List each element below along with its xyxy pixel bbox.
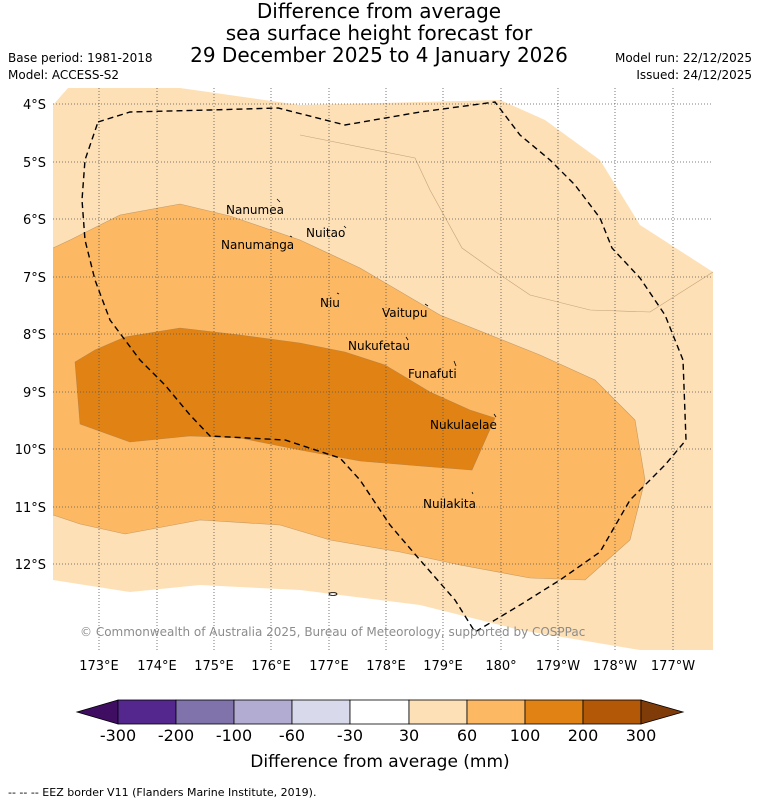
island-fiji-north-shape xyxy=(328,592,338,596)
lon-label: 177°W xyxy=(651,659,695,674)
island-nuilakita-shape xyxy=(471,491,474,495)
place-labels: Nanumea Nuitao Nanumanga Niu Vaitupu Nuk… xyxy=(221,203,497,511)
contour-line-100 xyxy=(74,327,496,471)
lon-label: 180° xyxy=(485,659,516,674)
colorbar-segment xyxy=(349,699,410,725)
island-vaitupu-shape xyxy=(424,303,429,307)
colorbar-segment xyxy=(291,699,351,725)
model-name: Model: ACCESS-S2 xyxy=(8,68,120,82)
contour-100-200 xyxy=(75,328,495,470)
place-nanumanga: Nanumanga xyxy=(221,238,294,252)
lon-labels: 173°E 174°E 175°E 176°E 177°E 178°E 179°… xyxy=(79,659,695,674)
colorbar-segment xyxy=(524,699,584,725)
lon-label: 176°E xyxy=(251,659,291,674)
colorbar-tick: 60 xyxy=(457,726,477,745)
colorbar-tick: -100 xyxy=(216,726,252,745)
colorbar-extend-low xyxy=(75,699,119,725)
island-niu-shape xyxy=(336,292,340,295)
colorbar-segment xyxy=(582,699,642,725)
lon-label: 178°E xyxy=(366,659,406,674)
lon-label: 179°W xyxy=(536,659,580,674)
island-funafuti-shape xyxy=(453,360,457,367)
colorbar-tick: 100 xyxy=(510,726,541,745)
lat-label: 9°S xyxy=(23,386,46,401)
colorbar-label: Difference from average (mm) xyxy=(250,752,509,772)
title-line-1: Difference from average xyxy=(256,0,502,23)
eez-footnote: -- -- -- EEZ border V11 (Flanders Marine… xyxy=(8,786,317,799)
colorbar-segment xyxy=(466,699,526,725)
island-nuitao-shape xyxy=(343,225,347,229)
island-nukufetau-shape xyxy=(405,336,409,341)
colorbar-tick: -30 xyxy=(337,726,363,745)
place-funafuti: Funafuti xyxy=(408,367,457,381)
graticule xyxy=(53,88,713,650)
title-line-3: 29 December 2025 to 4 January 2026 xyxy=(190,43,568,67)
copyright-text: © Commonwealth of Australia 2025, Bureau… xyxy=(80,625,585,639)
islands xyxy=(276,198,497,596)
lon-label: 175°E xyxy=(194,659,234,674)
lat-label: 10°S xyxy=(15,443,46,458)
island-nanumea-shape xyxy=(276,198,281,203)
colorbar-extend-high xyxy=(640,699,685,725)
colorbar-tick: -200 xyxy=(158,726,194,745)
base-period: Base period: 1981-2018 xyxy=(8,51,153,65)
lat-label: 8°S xyxy=(23,328,46,343)
place-nuitao: Nuitao xyxy=(306,226,345,240)
place-nanumea: Nanumea xyxy=(226,203,284,217)
colorbar-tick: 200 xyxy=(568,726,599,745)
lat-label: 7°S xyxy=(23,271,46,286)
lat-label: 11°S xyxy=(15,501,46,516)
lon-label: 173°E xyxy=(79,659,119,674)
model-run: Model run: 22/12/2025 xyxy=(614,51,752,65)
meta-left: Base period: 1981-2018 Model: ACCESS-S2 xyxy=(8,50,153,84)
lat-label: 4°S xyxy=(23,98,46,113)
colorbar-ticks: -300 -200 -100 -60 -30 30 60 100 200 300 xyxy=(100,726,656,745)
lon-label: 174°E xyxy=(137,659,177,674)
colorbar-tick: 300 xyxy=(626,726,657,745)
lat-labels: 4°S 5°S 6°S 7°S 8°S 9°S 10°S 11°S 12°S xyxy=(15,98,46,573)
place-nukulaelae: Nukulaelae xyxy=(430,418,497,432)
colorbar-segment xyxy=(408,699,468,725)
lat-label: 5°S xyxy=(23,156,46,171)
place-niu: Niu xyxy=(320,296,340,310)
colorbar-segment xyxy=(175,699,235,725)
lat-label: 12°S xyxy=(15,558,46,573)
colorbar-tick: -60 xyxy=(279,726,305,745)
contour-line-60 xyxy=(52,203,646,581)
island-nanumanga-shape xyxy=(289,235,293,238)
eez-border xyxy=(81,101,687,633)
lat-label: 6°S xyxy=(23,213,46,228)
contour-line-30 xyxy=(299,134,714,313)
lon-label: 177°E xyxy=(309,659,349,674)
title-line-2: sea surface height forecast for xyxy=(225,21,533,45)
place-nuilakita: Nuilakita xyxy=(423,497,476,511)
place-nukufetau: Nukufetau xyxy=(348,339,410,353)
colorbar-tick: -300 xyxy=(100,726,136,745)
issued-date: Issued: 24/12/2025 xyxy=(636,68,752,82)
colorbar-tick: 30 xyxy=(399,726,419,745)
contour-fills xyxy=(53,88,713,650)
island-nukulaelae-shape xyxy=(493,413,497,418)
chart-title: Difference from average sea surface heig… xyxy=(0,0,758,66)
colorbar-segment xyxy=(233,699,293,725)
colorbar-segment xyxy=(117,699,177,725)
lon-label: 179°E xyxy=(423,659,463,674)
contour-lines xyxy=(52,134,714,581)
lon-label: 178°W xyxy=(593,659,637,674)
colorbar xyxy=(75,699,685,725)
place-vaitupu: Vaitupu xyxy=(382,306,428,320)
meta-right: Model run: 22/12/2025 Issued: 24/12/2025 xyxy=(615,50,752,84)
